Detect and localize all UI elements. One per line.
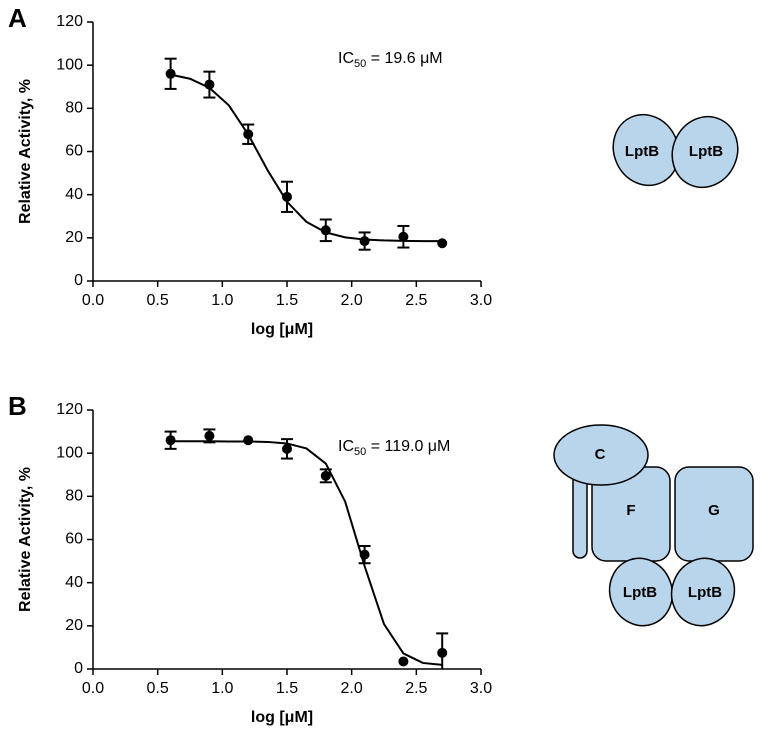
y-tick-label: 100 (56, 444, 83, 461)
y-tick-label: 0 (74, 272, 83, 289)
data-point (282, 443, 292, 454)
diagram-b: C F G LptB LptB (553, 424, 754, 627)
y-tick-label: 20 (65, 229, 83, 246)
diagram-label: C (595, 446, 606, 463)
data-point (437, 647, 448, 658)
y-tick-label: 20 (65, 617, 83, 634)
diagram-label: LptB (623, 584, 657, 601)
diagram-label: LptB (689, 143, 723, 160)
lptb-shape (608, 557, 674, 627)
y-tick-label: 80 (65, 488, 83, 505)
x-tick-label: 2.5 (405, 292, 427, 309)
x-tick-label: 1.5 (276, 292, 298, 309)
data-point (359, 549, 370, 560)
data-point (165, 68, 176, 79)
data-point (437, 238, 448, 249)
y-tick-label: 0 (74, 660, 83, 677)
y-tick-label: 100 (56, 56, 83, 73)
x-tick-label: 2.0 (341, 680, 363, 697)
x-tick-label: 0.5 (147, 292, 169, 309)
x-tick-label: 3.0 (470, 292, 492, 309)
x-axis-label: log [μM] (251, 321, 313, 338)
lptb-shape (670, 557, 736, 627)
diagram-label: F (626, 502, 635, 519)
data-point (398, 656, 409, 667)
data-point (204, 430, 215, 441)
x-tick-label: 3.0 (470, 680, 492, 697)
x-axis-label: log [μM] (251, 709, 313, 726)
lptb-shape (671, 115, 739, 189)
panel-label: A (8, 3, 27, 33)
y-axis-label: Relative Activity, % (17, 467, 34, 612)
x-tick-label: 0.0 (82, 292, 104, 309)
data-point (243, 129, 254, 140)
data-point (320, 470, 331, 481)
x-tick-label: 2.5 (405, 680, 427, 697)
y-tick-label: 120 (56, 401, 83, 418)
ic50-sub: 50 (354, 58, 366, 70)
data-point (320, 225, 331, 236)
data-point (204, 79, 215, 90)
ic50-rest: = 119.0 μM (366, 438, 450, 455)
ic50-annotation: IC50 = 19.6 μM (338, 50, 443, 70)
diagram-a: LptB LptB (612, 113, 739, 189)
data-point (359, 236, 370, 247)
fit-curve (170, 73, 443, 243)
x-tick-label: 0.5 (147, 680, 169, 697)
ic50-sub: 50 (354, 446, 366, 458)
ic50-annotation: IC50 = 119.0 μM (338, 438, 450, 458)
data-point (282, 191, 292, 202)
fit-curve (170, 440, 443, 666)
lptb-shape (612, 113, 680, 187)
y-tick-label: 40 (65, 574, 83, 591)
y-tick-label: 60 (65, 531, 83, 548)
data-point (165, 435, 176, 446)
data-point (243, 435, 254, 446)
y-tick-label: 60 (65, 143, 83, 160)
ic50-rest: = 19.6 μM (366, 50, 442, 67)
y-tick-label: 120 (56, 13, 83, 30)
x-tick-label: 1.0 (211, 680, 233, 697)
ic50-main: IC (338, 438, 354, 455)
ic50-main: IC (338, 50, 354, 67)
x-tick-label: 1.5 (276, 680, 298, 697)
diagram-label: G (708, 502, 720, 519)
panel-label: B (8, 391, 27, 421)
diagram-label: LptB (688, 584, 722, 601)
y-tick-label: 80 (65, 100, 83, 117)
y-tick-label: 40 (65, 186, 83, 203)
data-point (398, 231, 409, 242)
x-tick-label: 2.0 (341, 292, 363, 309)
x-tick-label: 0.0 (82, 680, 104, 697)
diagram-label: LptB (625, 143, 659, 160)
y-axis-label: Relative Activity, % (17, 79, 34, 224)
x-tick-label: 1.0 (211, 292, 233, 309)
c-shape (553, 424, 649, 486)
